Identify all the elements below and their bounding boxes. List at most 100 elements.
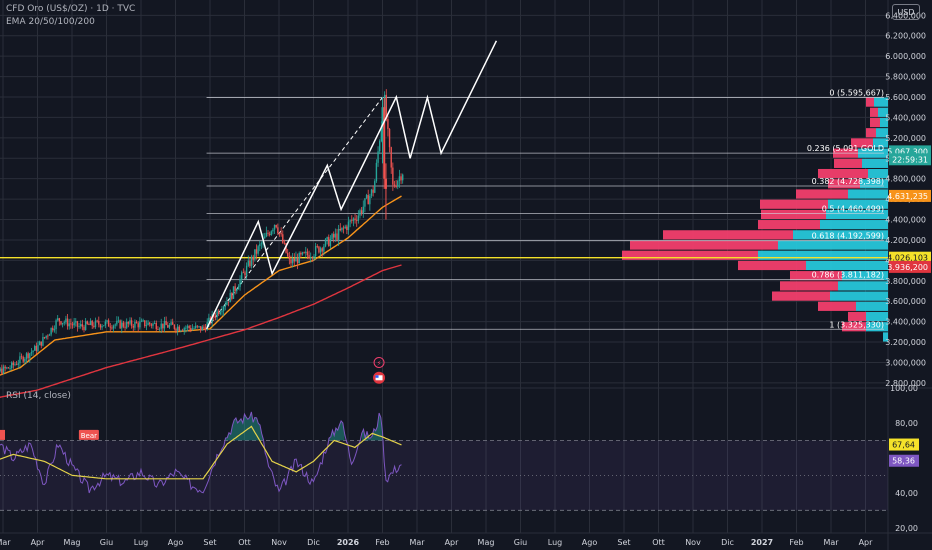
candle-body bbox=[381, 107, 384, 123]
candle-body bbox=[47, 335, 49, 337]
candle bbox=[388, 128, 391, 153]
candle-body bbox=[265, 232, 268, 237]
candle-body bbox=[236, 289, 238, 292]
candle-body bbox=[255, 249, 258, 254]
vp-up-bar bbox=[866, 322, 888, 332]
candle bbox=[186, 324, 189, 332]
ema-legend[interactable]: EMA 20/50/100/200 bbox=[6, 17, 95, 27]
candle bbox=[122, 320, 125, 329]
currency-button[interactable]: USD bbox=[892, 4, 920, 20]
candle bbox=[181, 328, 184, 332]
candle-body bbox=[285, 243, 287, 253]
time-axis-label: Dic bbox=[307, 538, 320, 547]
candle bbox=[176, 324, 179, 336]
candle bbox=[231, 292, 233, 301]
rsi-legend[interactable]: RSI (14, close) bbox=[6, 391, 71, 401]
candle bbox=[57, 315, 59, 322]
candle bbox=[127, 321, 130, 328]
symbol-legend[interactable]: CFD Oro (US$/OZ) · 1D · TVC bbox=[6, 4, 136, 14]
candle bbox=[130, 317, 133, 329]
candle-body bbox=[245, 265, 248, 276]
volume-profile-row bbox=[790, 271, 888, 281]
candle bbox=[245, 262, 248, 280]
vp-down-bar bbox=[818, 301, 856, 311]
candle bbox=[265, 226, 268, 238]
fib-level-label: 0.236 (5.091 GOLD bbox=[807, 144, 884, 153]
candle-body bbox=[306, 251, 309, 256]
candle-body bbox=[17, 363, 19, 365]
volume-profile-row bbox=[760, 199, 888, 209]
time-axis-label: Apr bbox=[445, 538, 460, 547]
candle-body bbox=[109, 326, 111, 328]
candle-body bbox=[221, 311, 223, 313]
candle bbox=[175, 327, 177, 334]
candle bbox=[354, 213, 356, 224]
candle bbox=[1, 364, 3, 375]
candle bbox=[295, 251, 297, 262]
candle bbox=[142, 318, 144, 322]
candle-body bbox=[241, 272, 243, 280]
candle-body bbox=[193, 328, 195, 329]
candle bbox=[163, 316, 166, 333]
candle bbox=[147, 319, 149, 326]
vp-up-bar bbox=[860, 179, 888, 189]
candle-body bbox=[116, 320, 118, 325]
candle bbox=[55, 318, 57, 334]
candle-body bbox=[328, 237, 330, 247]
candle bbox=[390, 146, 392, 174]
candle bbox=[362, 200, 364, 218]
candle-body bbox=[339, 228, 341, 231]
candle bbox=[150, 323, 153, 329]
vp-up-bar bbox=[842, 271, 888, 281]
candle bbox=[339, 223, 341, 232]
candle bbox=[379, 139, 381, 155]
candle-body bbox=[40, 341, 42, 346]
candle-body bbox=[32, 350, 34, 353]
flag-icon bbox=[373, 371, 386, 384]
candle bbox=[347, 216, 350, 235]
candle-body bbox=[9, 368, 11, 369]
candle bbox=[84, 318, 87, 331]
candle bbox=[140, 318, 143, 323]
candle bbox=[283, 239, 286, 245]
candle bbox=[218, 309, 220, 317]
rsi-value-text: 67,64 bbox=[892, 441, 915, 450]
candle bbox=[229, 289, 231, 303]
candle bbox=[65, 315, 67, 325]
candle bbox=[4, 364, 6, 372]
candle-body bbox=[219, 312, 222, 315]
candle-body bbox=[122, 322, 125, 327]
price-tick-label: 6.200,000 bbox=[885, 32, 926, 41]
candle-body bbox=[227, 301, 230, 303]
candle bbox=[331, 233, 333, 241]
candle-body bbox=[346, 226, 348, 230]
candle bbox=[397, 179, 399, 190]
candle bbox=[17, 359, 19, 369]
price-tick-label: 5.400,000 bbox=[885, 113, 926, 122]
candle bbox=[226, 297, 228, 306]
candle-body bbox=[321, 248, 323, 252]
candle bbox=[232, 286, 235, 300]
candle-body bbox=[76, 321, 79, 327]
candle bbox=[124, 322, 126, 331]
candle bbox=[81, 319, 84, 331]
candle-body bbox=[104, 321, 107, 326]
candle-body bbox=[214, 316, 217, 318]
candle-body bbox=[390, 147, 392, 168]
candle-body bbox=[134, 322, 136, 328]
flash-icon: ⚡ bbox=[373, 356, 385, 368]
volume-profile-row bbox=[851, 138, 888, 148]
candle bbox=[193, 326, 195, 330]
candle-body bbox=[117, 320, 120, 322]
candle bbox=[249, 256, 251, 268]
candle-body bbox=[152, 323, 154, 326]
vp-up-bar bbox=[873, 138, 888, 148]
candle-body bbox=[158, 328, 161, 330]
candle-body bbox=[157, 329, 159, 330]
fib-level-label: 1 (3.325,330) bbox=[829, 320, 884, 329]
candle bbox=[234, 283, 236, 295]
candle-body bbox=[359, 210, 361, 216]
candle bbox=[129, 317, 131, 326]
time-axis-label: Lug bbox=[134, 538, 148, 547]
